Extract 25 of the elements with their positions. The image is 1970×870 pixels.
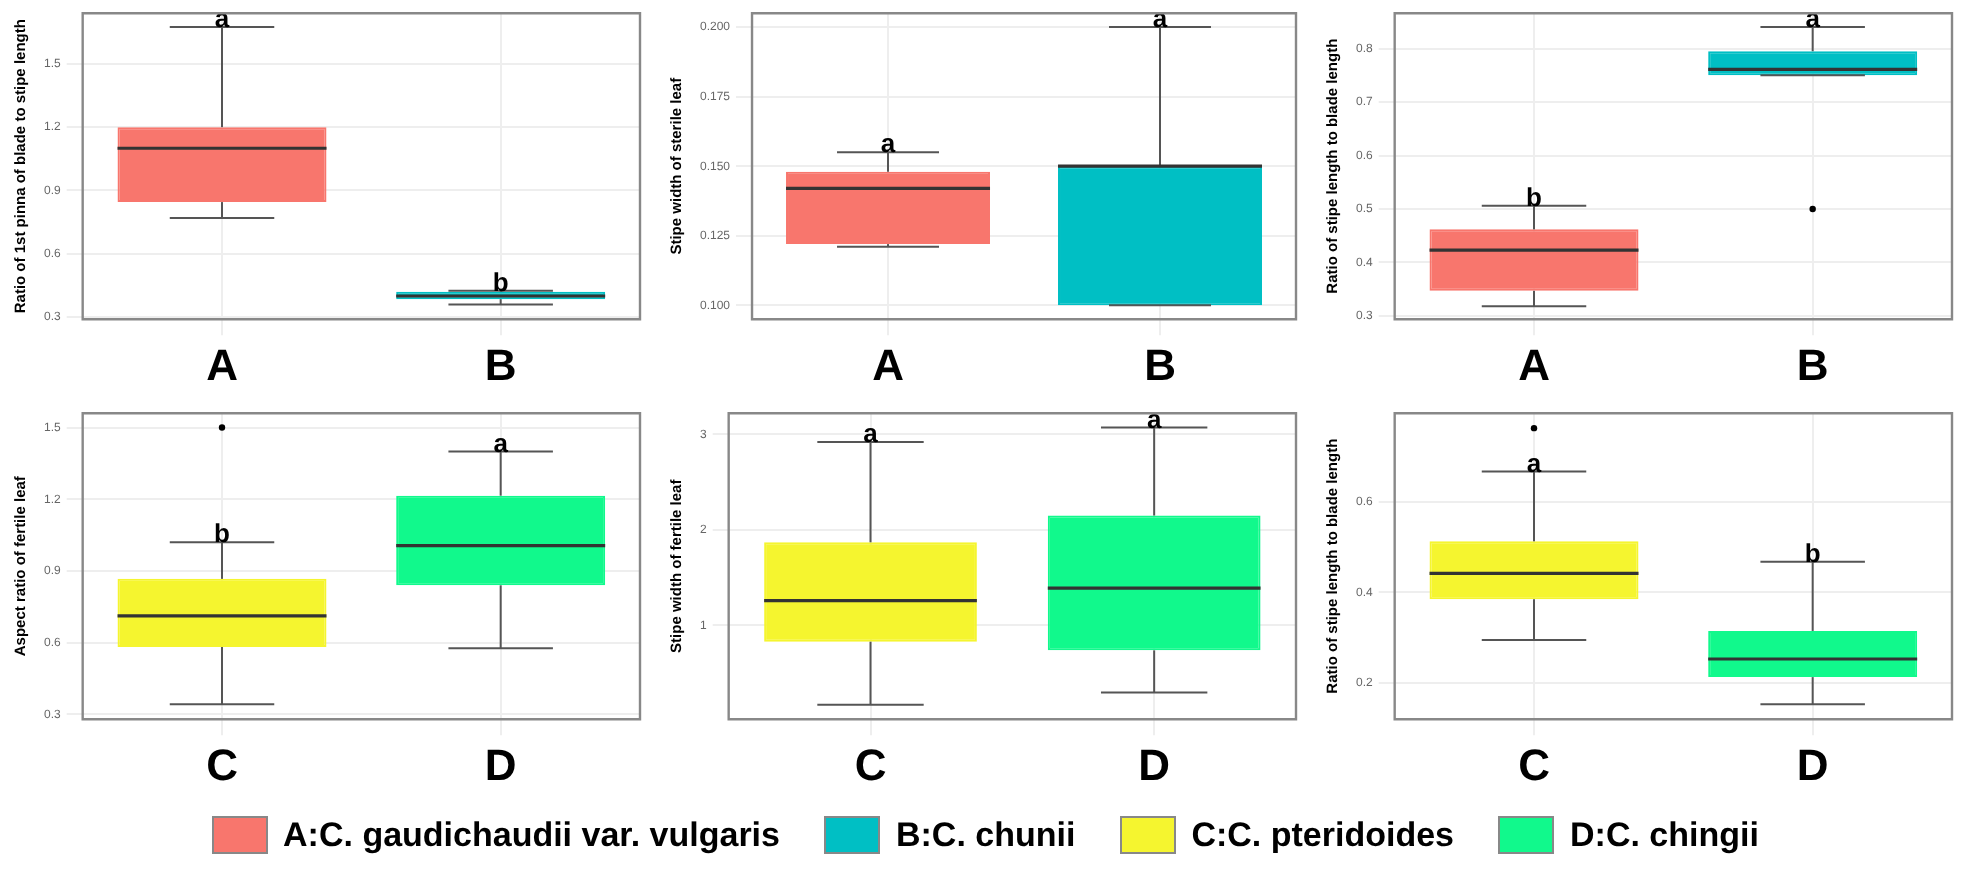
x-tick-label: B — [1144, 339, 1176, 390]
x-tick-label: D — [1138, 739, 1171, 790]
category-label: A:C. gaudichaudii var. vulgaris — [283, 815, 780, 855]
category-label: D:C. chingii — [1570, 815, 1759, 855]
x-tick-label: D — [484, 739, 517, 790]
annotation: a — [1526, 447, 1543, 478]
x-tick-label: B — [1796, 339, 1829, 390]
x-tick-label: C — [854, 739, 887, 790]
annotation: a — [880, 128, 897, 159]
x-tick-label: A — [206, 339, 239, 390]
annotation: a — [863, 418, 880, 449]
annotation: a — [1146, 403, 1163, 434]
annotation: b — [1804, 537, 1821, 568]
category-label: C:C. pteridoides — [1191, 815, 1454, 855]
annotation: b — [214, 518, 231, 549]
annotation: b — [1526, 181, 1543, 212]
annotation: b — [492, 266, 509, 297]
x-tick-label: C — [206, 739, 239, 790]
x-tick-label: C — [1518, 739, 1551, 790]
x-tick-label: B — [484, 339, 517, 390]
x-tick-label: A — [872, 339, 905, 390]
category-label: B:C. chunii — [895, 815, 1076, 855]
x-tick-label: D — [1796, 739, 1829, 790]
annotation: a — [493, 427, 510, 458]
x-tick-label: A — [1518, 339, 1551, 390]
